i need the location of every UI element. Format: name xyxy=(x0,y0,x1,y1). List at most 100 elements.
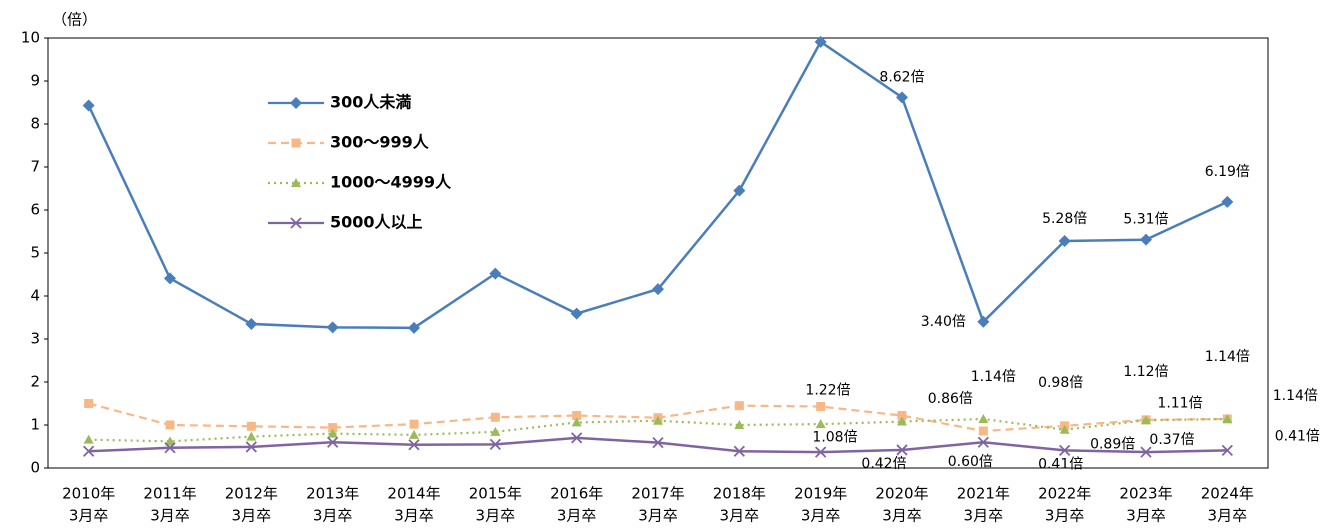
data-label: 1.14倍 xyxy=(971,369,1016,385)
data-label: 0.89倍 xyxy=(1090,437,1135,453)
x-tick-label: 2018年 xyxy=(713,485,766,503)
data-label: 5.31倍 xyxy=(1123,212,1168,228)
marker xyxy=(1058,234,1071,247)
marker xyxy=(815,446,827,458)
marker xyxy=(652,436,664,449)
marker xyxy=(245,441,257,453)
data-label: 1.11倍 xyxy=(1157,395,1202,411)
x-tick-label: 2012年 xyxy=(225,485,278,503)
data-label: 1.14倍 xyxy=(1273,388,1318,404)
marker xyxy=(83,445,95,457)
y-tick-label: 0 xyxy=(30,459,40,477)
x-tick-label: 3月卒 xyxy=(638,507,678,525)
marker xyxy=(1059,444,1071,457)
marker xyxy=(653,415,663,425)
marker xyxy=(1221,444,1233,457)
data-label: 0.86倍 xyxy=(928,391,973,407)
data-label: 3.40倍 xyxy=(921,314,966,330)
data-label: 0.60倍 xyxy=(948,454,993,470)
marker xyxy=(816,402,826,412)
marker xyxy=(1140,233,1152,246)
marker xyxy=(734,401,744,411)
legend-marker xyxy=(291,138,301,148)
marker xyxy=(896,91,908,104)
marker xyxy=(246,421,256,431)
marker xyxy=(733,445,745,457)
x-tick-label: 2017年 xyxy=(631,485,684,503)
x-tick-label: 3月卒 xyxy=(882,507,922,525)
legend-marker xyxy=(291,178,301,187)
marker xyxy=(897,411,907,421)
marker xyxy=(82,99,95,112)
series-line xyxy=(88,436,1228,454)
x-tick-label: 3月卒 xyxy=(1126,507,1166,525)
x-tick-label: 2020年 xyxy=(875,485,928,503)
data-label: 1.22倍 xyxy=(805,383,850,399)
data-label: 0.41倍 xyxy=(1038,456,1083,472)
marker xyxy=(571,417,582,427)
plot-frame xyxy=(47,37,1269,469)
data-label: 1.14倍 xyxy=(1205,349,1250,365)
y-tick-label: 6 xyxy=(30,201,40,219)
legend-label: 1000～4999人 xyxy=(330,173,452,192)
marker xyxy=(977,436,989,448)
x-tick-label: 2023年 xyxy=(1119,485,1172,503)
marker xyxy=(570,307,583,320)
marker xyxy=(897,416,907,426)
y-tick-label: 10 xyxy=(21,29,40,47)
y-tick-label: 7 xyxy=(30,158,40,176)
x-tick-label: 3月卒 xyxy=(1208,507,1248,525)
marker xyxy=(164,442,176,454)
marker xyxy=(328,423,338,433)
x-tick-label: 2011年 xyxy=(143,485,196,503)
marker xyxy=(1140,446,1152,458)
marker xyxy=(652,283,664,296)
marker xyxy=(326,321,339,334)
y-tick-label: 1 xyxy=(30,416,40,434)
x-tick-label: 2021年 xyxy=(957,485,1010,503)
marker xyxy=(733,184,746,197)
x-tick-label: 3月卒 xyxy=(232,507,272,525)
x-tick-label: 3月卒 xyxy=(150,507,190,525)
y-tick-label: 3 xyxy=(30,330,40,348)
marker xyxy=(978,426,988,436)
x-tick-label: 2015年 xyxy=(469,485,522,503)
y-tick-label: 2 xyxy=(30,373,40,391)
x-tick-label: 2010年 xyxy=(62,485,115,503)
marker xyxy=(572,411,582,421)
marker xyxy=(327,428,338,438)
x-tick-label: 2014年 xyxy=(387,485,440,503)
data-label: 0.37倍 xyxy=(1149,432,1194,448)
marker xyxy=(84,399,94,408)
marker xyxy=(815,419,826,429)
legend-marker xyxy=(290,97,302,109)
data-label: 5.28倍 xyxy=(1042,211,1087,227)
marker xyxy=(408,321,420,334)
x-tick-label: 3月卒 xyxy=(394,507,434,525)
x-tick-label: 2016年 xyxy=(550,485,603,503)
legend-label: 300～999人 xyxy=(330,133,430,152)
y-tick-label: 9 xyxy=(30,72,40,90)
marker xyxy=(490,426,501,436)
x-tick-label: 3月卒 xyxy=(964,507,1004,525)
marker xyxy=(164,272,176,285)
marker xyxy=(571,432,583,444)
marker xyxy=(977,315,990,328)
x-tick-label: 2013年 xyxy=(306,485,359,503)
data-label: 8.62倍 xyxy=(879,69,924,85)
data-label: 6.19倍 xyxy=(1205,164,1250,180)
x-tick-label: 2019年 xyxy=(794,485,847,503)
marker xyxy=(165,436,175,446)
marker xyxy=(245,317,258,330)
marker xyxy=(409,419,419,429)
marker xyxy=(978,413,989,423)
marker xyxy=(83,434,94,444)
marker xyxy=(489,438,501,450)
y-tick-label: 8 xyxy=(30,115,40,133)
marker xyxy=(814,35,827,48)
y-axis-label: （倍） xyxy=(52,11,97,29)
marker xyxy=(490,412,500,422)
data-label: 0.42倍 xyxy=(861,456,906,472)
